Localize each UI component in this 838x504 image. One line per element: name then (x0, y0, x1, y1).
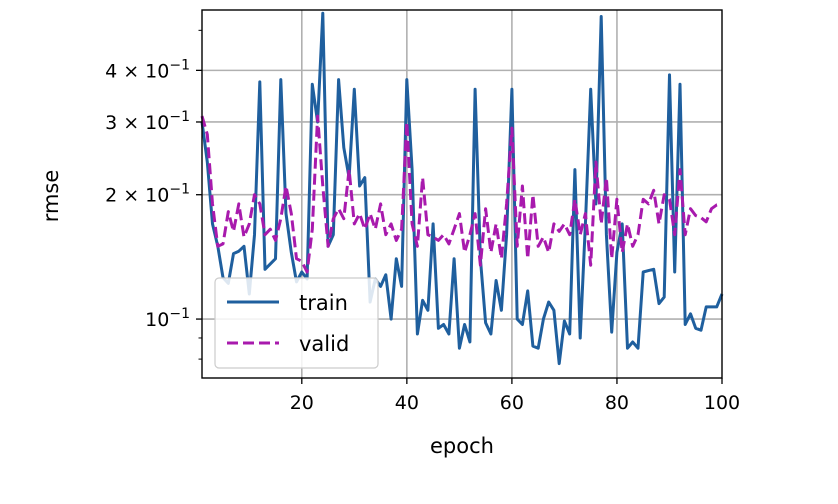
legend-label-train: train (299, 291, 348, 315)
legend: train valid (214, 277, 379, 369)
x-tick-label: 80 (605, 392, 629, 414)
series-line-valid (200, 114, 723, 274)
series-line-train (200, 11, 724, 366)
x-tick-label: 20 (290, 392, 314, 414)
plot-area-frame (201, 9, 723, 379)
plot-series (200, 11, 724, 366)
x-tick-label: 100 (704, 392, 740, 414)
legend-box (214, 277, 379, 369)
y-tick-label: 3 × 10−1 (105, 109, 190, 134)
y-tick-labels: 10−1 2 × 10−1 3 × 10−1 4 × 10−1 (105, 57, 190, 331)
y-tick-label: 4 × 10−1 (105, 57, 190, 82)
x-tick-label: 60 (500, 392, 524, 414)
legend-label-valid: valid (299, 332, 349, 356)
x-tick-labels: 20 40 60 80 100 (290, 392, 740, 414)
axis-ticks (196, 29, 723, 384)
y-axis-label: rmse (39, 170, 63, 223)
x-tick-label: 40 (395, 392, 419, 414)
y-tick-label: 2 × 10−1 (105, 182, 190, 207)
x-axis-label: epoch (430, 434, 494, 458)
y-tick-label: 10−1 (145, 306, 190, 331)
